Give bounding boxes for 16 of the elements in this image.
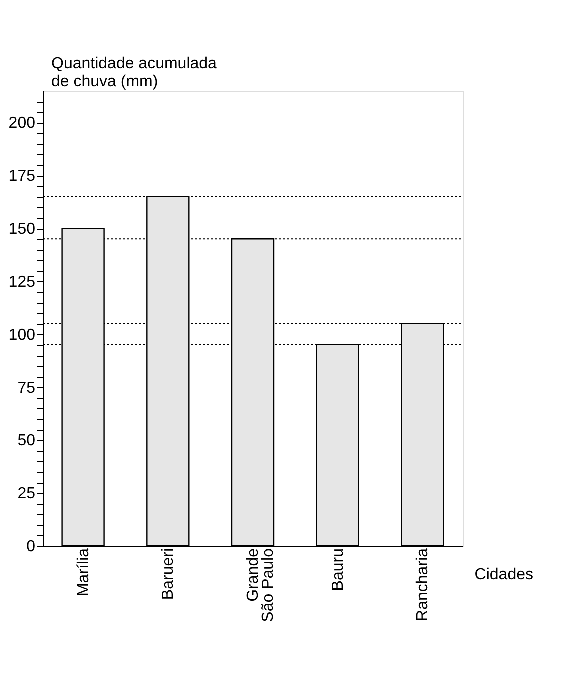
y-tick-label: 175 [8,168,36,186]
y-tick-label: 150 [8,221,36,238]
x-tick-label: Grande São Paulo [245,548,277,622]
x-axis-title: Cidades [474,566,534,584]
y-tick-label: 200 [8,115,36,132]
x-tick-label: Bauru [330,548,347,592]
y-tick-label: 100 [8,326,36,344]
x-tick-label: Marília [75,548,92,597]
y-tick-label: 50 [18,432,36,450]
y-tick-label: 75 [18,380,36,397]
y-tick-label: 125 [8,274,36,291]
y-axis-title: Quantidade acumulada de chuva (mm) [52,56,218,90]
y-tick-label: 0 [26,538,36,556]
x-tick-label: Rancharia [414,548,432,622]
x-tick-label: Barueri [160,548,178,600]
y-tick-label: 25 [18,486,36,503]
